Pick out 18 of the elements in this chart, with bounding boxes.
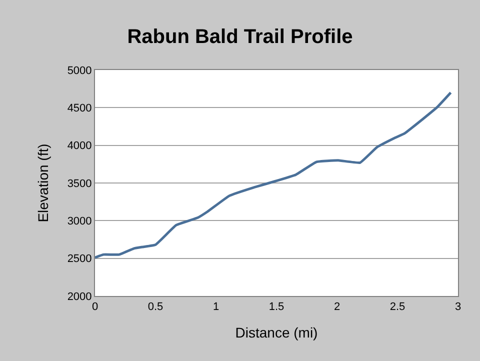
x-tick-label: 1.5 [268, 301, 284, 314]
y-axis-title: Elevation (ft) [34, 144, 51, 222]
chart-title: Rabun Bald Trail Profile [127, 26, 353, 48]
x-axis-title: Distance (mi) [235, 324, 318, 340]
x-tick-label: 2.5 [390, 301, 406, 314]
line-series [95, 91, 452, 259]
x-tick-label: 3 [454, 301, 462, 314]
y-tick-label: 5000 [67, 64, 92, 77]
x-tick-label: 2 [334, 301, 340, 314]
y-tick-label: 2000 [67, 290, 92, 303]
y-tick-label: 4000 [67, 140, 92, 152]
x-tick-label: 0.5 [148, 301, 164, 314]
x-tick-label: 0 [92, 301, 98, 314]
y-tick-label: 4500 [67, 102, 92, 115]
y-tick-label: 3500 [67, 178, 92, 190]
x-tick-label: 1 [212, 301, 220, 314]
y-tick-label: 2500 [67, 253, 92, 266]
y-tick-label: 3000 [67, 216, 92, 228]
